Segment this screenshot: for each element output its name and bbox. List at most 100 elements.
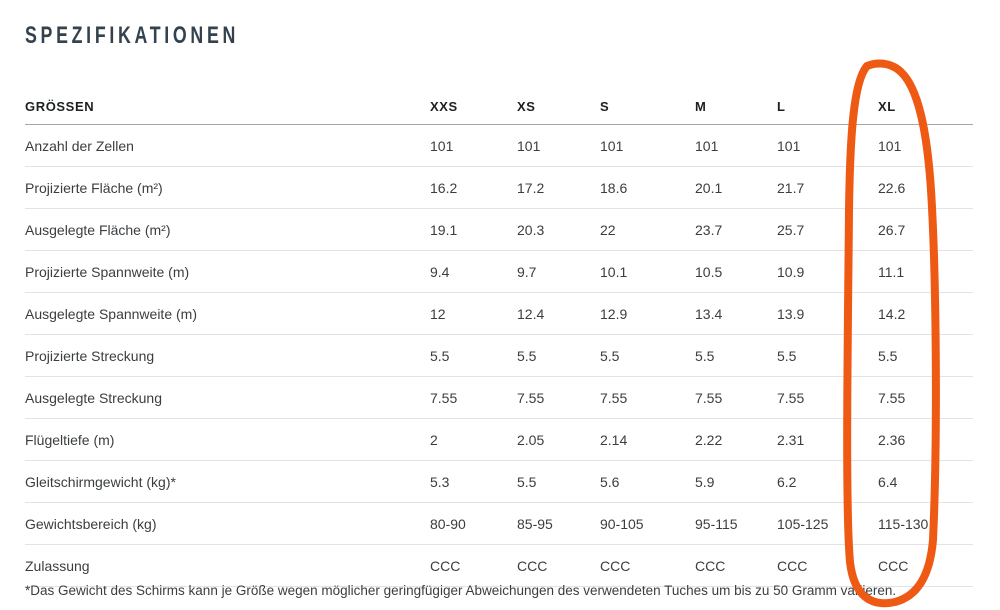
row-value: CCC bbox=[600, 557, 631, 574]
row-value: 5.5 bbox=[430, 347, 450, 364]
row-value: 26.7 bbox=[878, 221, 906, 238]
row-label: Ausgelegte Streckung bbox=[25, 389, 162, 406]
header-cell-groessen: GRÖSSEN bbox=[25, 98, 95, 114]
row-value: 10.9 bbox=[777, 263, 805, 280]
header-cell-m: M bbox=[695, 98, 707, 114]
table-header-row: GRÖSSEN XXS XS S M L XL bbox=[25, 88, 973, 125]
row-value: 90-105 bbox=[600, 515, 644, 532]
table-row: Flügeltiefe (m) 2 2.05 2.14 2.22 2.31 2.… bbox=[25, 419, 973, 461]
row-value: 6.4 bbox=[878, 473, 898, 490]
row-value: 11.1 bbox=[878, 263, 905, 280]
row-value: 12 bbox=[430, 305, 446, 322]
row-value: 5.3 bbox=[430, 473, 450, 490]
header-cell-s: S bbox=[600, 98, 610, 114]
row-value: 18.6 bbox=[600, 179, 628, 196]
page-title: SPEZIFIKATIONEN bbox=[25, 22, 240, 49]
table-row: Projizierte Streckung 5.5 5.5 5.5 5.5 5.… bbox=[25, 335, 973, 377]
row-value: CCC bbox=[430, 557, 461, 574]
row-value: 2.31 bbox=[777, 431, 805, 448]
row-value: 5.5 bbox=[777, 347, 797, 364]
row-value: 14.2 bbox=[878, 305, 906, 322]
row-value: 5.5 bbox=[600, 347, 620, 364]
row-value: 10.1 bbox=[600, 263, 628, 280]
row-value: 12.9 bbox=[600, 305, 628, 322]
row-label: Gleitschirmgewicht (kg)* bbox=[25, 473, 176, 490]
table-row: Gleitschirmgewicht (kg)* 5.3 5.5 5.6 5.9… bbox=[25, 461, 973, 503]
row-label: Projizierte Spannweite (m) bbox=[25, 263, 190, 280]
row-value: 101 bbox=[517, 137, 541, 154]
header-cell-xs: XS bbox=[517, 98, 536, 114]
row-label: Anzahl der Zellen bbox=[25, 137, 134, 154]
footnote: *Das Gewicht des Schirms kann je Größe w… bbox=[25, 583, 897, 598]
row-value: 7.55 bbox=[600, 389, 628, 406]
row-value: 2.22 bbox=[695, 431, 723, 448]
row-label: Ausgelegte Fläche (m²) bbox=[25, 221, 171, 238]
table-row: Zulassung CCC CCC CCC CCC CCC CCC bbox=[25, 545, 973, 587]
row-label: Projizierte Fläche (m²) bbox=[25, 179, 163, 196]
table-row: Projizierte Fläche (m²) 16.2 17.2 18.6 2… bbox=[25, 167, 973, 209]
row-value: 7.55 bbox=[695, 389, 723, 406]
row-value: 2.05 bbox=[517, 431, 545, 448]
row-value: 2.14 bbox=[600, 431, 628, 448]
table-row: Anzahl der Zellen 101 101 101 101 101 10… bbox=[25, 125, 973, 167]
row-value: 80-90 bbox=[430, 515, 466, 532]
row-label: Projizierte Streckung bbox=[25, 347, 155, 364]
row-value: 22.6 bbox=[878, 179, 906, 196]
row-value: 101 bbox=[430, 137, 454, 154]
row-value: 22 bbox=[600, 221, 616, 238]
row-value: 20.3 bbox=[517, 221, 545, 238]
row-value: 21.7 bbox=[777, 179, 805, 196]
row-value: 101 bbox=[600, 137, 624, 154]
spec-table: GRÖSSEN XXS XS S M L XL Anzahl der Zelle… bbox=[25, 88, 973, 587]
row-value: 12.4 bbox=[517, 305, 545, 322]
row-value: 16.2 bbox=[430, 179, 458, 196]
table-row: Projizierte Spannweite (m) 9.4 9.7 10.1 … bbox=[25, 251, 973, 293]
row-value: 7.55 bbox=[777, 389, 805, 406]
row-value: 101 bbox=[777, 137, 801, 154]
row-value: 5.9 bbox=[695, 473, 715, 490]
row-label: Flügeltiefe (m) bbox=[25, 431, 115, 448]
row-value: 13.4 bbox=[695, 305, 723, 322]
row-value: 2.36 bbox=[878, 431, 906, 448]
row-value: 5.5 bbox=[878, 347, 898, 364]
row-value: 9.7 bbox=[517, 263, 537, 280]
row-value: 95-115 bbox=[695, 515, 738, 532]
row-label: Ausgelegte Spannweite (m) bbox=[25, 305, 197, 322]
row-value: 101 bbox=[878, 137, 902, 154]
row-value: 7.55 bbox=[878, 389, 906, 406]
row-value: 13.9 bbox=[777, 305, 805, 322]
row-label: Gewichtsbereich (kg) bbox=[25, 515, 157, 532]
row-value: 85-95 bbox=[517, 515, 553, 532]
header-cell-xl: XL bbox=[878, 98, 896, 114]
row-value: 5.5 bbox=[517, 347, 537, 364]
table-row: Ausgelegte Streckung 7.55 7.55 7.55 7.55… bbox=[25, 377, 973, 419]
row-value: 115-130 bbox=[878, 515, 929, 532]
row-value: CCC bbox=[777, 557, 808, 574]
row-value: 25.7 bbox=[777, 221, 805, 238]
spec-table-body: Anzahl der Zellen 101 101 101 101 101 10… bbox=[25, 125, 973, 587]
row-value: 7.55 bbox=[517, 389, 545, 406]
row-value: 2 bbox=[430, 431, 438, 448]
row-label: Zulassung bbox=[25, 557, 90, 574]
row-value: 5.6 bbox=[600, 473, 620, 490]
row-value: 9.4 bbox=[430, 263, 450, 280]
row-value: CCC bbox=[695, 557, 726, 574]
row-value: CCC bbox=[878, 557, 909, 574]
row-value: 101 bbox=[695, 137, 719, 154]
table-row: Ausgelegte Fläche (m²) 19.1 20.3 22 23.7… bbox=[25, 209, 973, 251]
table-row: Gewichtsbereich (kg) 80-90 85-95 90-105 … bbox=[25, 503, 973, 545]
row-value: 20.1 bbox=[695, 179, 723, 196]
row-value: 6.2 bbox=[777, 473, 797, 490]
row-value: 10.5 bbox=[695, 263, 723, 280]
row-value: CCC bbox=[517, 557, 548, 574]
header-cell-l: L bbox=[777, 98, 786, 114]
row-value: 5.5 bbox=[517, 473, 537, 490]
row-value: 19.1 bbox=[430, 221, 458, 238]
header-cell-xxs: XXS bbox=[430, 98, 458, 114]
row-value: 5.5 bbox=[695, 347, 715, 364]
row-value: 17.2 bbox=[517, 179, 545, 196]
table-row: Ausgelegte Spannweite (m) 12 12.4 12.9 1… bbox=[25, 293, 973, 335]
row-value: 23.7 bbox=[695, 221, 723, 238]
row-value: 7.55 bbox=[430, 389, 458, 406]
